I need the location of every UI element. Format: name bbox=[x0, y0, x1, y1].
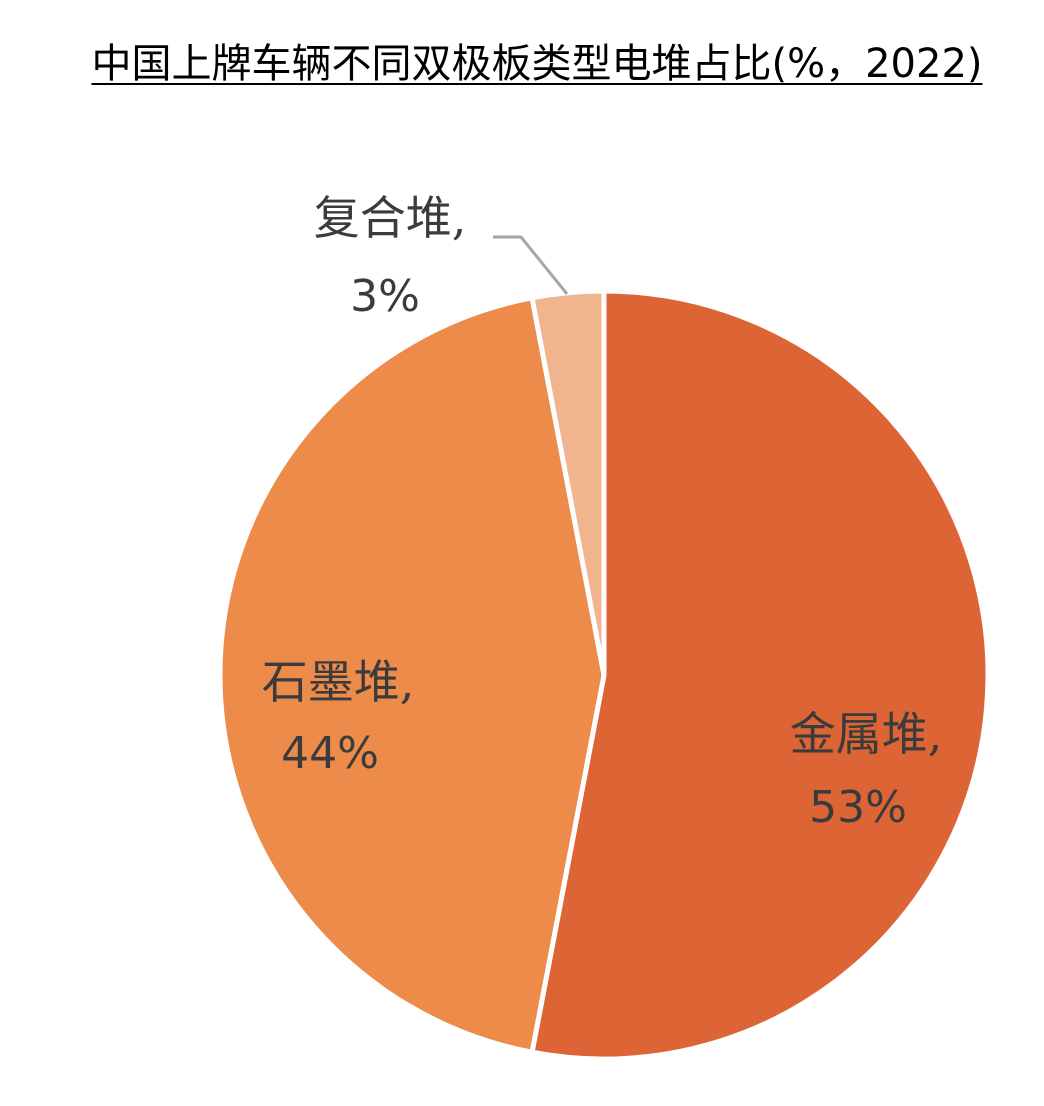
leader-line bbox=[493, 235, 569, 295]
slice-value-composite: 3% bbox=[350, 271, 420, 322]
slice-label-metal: 金属堆, bbox=[790, 707, 943, 761]
slice-value-graphite: 44% bbox=[281, 728, 379, 779]
chart-title: 中国上牌车辆不同双极板类型电堆占比(%，2022) bbox=[91, 41, 983, 87]
pie-slice-graphite bbox=[217, 295, 607, 1055]
pie-slices bbox=[217, 288, 991, 1062]
pie-slice-metal bbox=[529, 288, 991, 1062]
slice-value-metal: 53% bbox=[809, 782, 907, 833]
slice-label-graphite: 石墨堆, bbox=[262, 655, 415, 709]
slice-label-composite: 复合堆, bbox=[314, 191, 467, 245]
